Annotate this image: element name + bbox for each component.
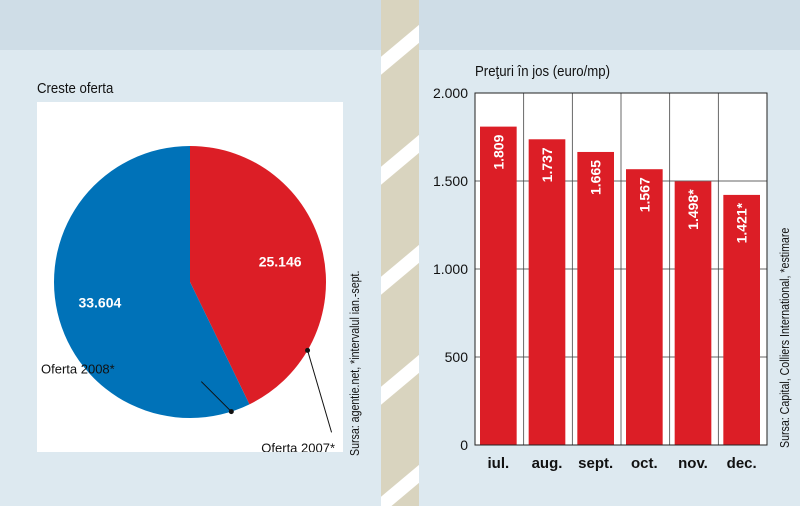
x-tick-label-aug: aug. (532, 455, 563, 472)
bar-value-label-iul: 1.809 (490, 134, 506, 169)
pie-source-note: Sursa: agentie.net, *intervalul ian.-sep… (348, 270, 362, 456)
pie-chart-title: Creste oferta (37, 80, 114, 97)
pie-leader-line-1 (307, 350, 333, 433)
bar-value-label-sept: 1.665 (588, 160, 604, 195)
x-tick-label-iul: iul. (487, 455, 509, 472)
pie-slice-name-2: Oferta 2008* (41, 362, 115, 377)
bar-nov (674, 181, 712, 445)
bar-source-note: Sursa: Capital, Colliers International, … (778, 227, 792, 448)
y-tick-label-1500: 1.500 (433, 173, 468, 189)
y-tick-label-500: 500 (445, 349, 469, 365)
pie-chart: 25.146 Oferta 2007* 33.604 Oferta 2008* (37, 102, 343, 452)
bar-chart-title: Preţuri în jos (euro/mp) (475, 63, 610, 80)
y-tick-label-2000: 2.000 (433, 85, 468, 101)
plot-frame (474, 92, 768, 446)
pie-value-label-2: 33.604 (78, 295, 121, 311)
bar-dec (723, 194, 760, 445)
x-tick-label-dec: dec. (727, 455, 757, 472)
x-tick-label-sept: sept. (578, 455, 613, 472)
pie-slice-2 (54, 146, 250, 418)
y-tick-label-1000: 1.000 (433, 261, 468, 277)
bar-aug (528, 139, 566, 445)
pie-leader-line-2 (200, 381, 232, 412)
bar-value-label-dec: 1.421* (734, 202, 750, 243)
x-tick-label-nov: nov. (678, 455, 708, 472)
pie-value-label-1: 25.146 (259, 253, 302, 269)
bar-oct (626, 169, 663, 445)
bar-chart: 0 500 1.000 1.500 2.000 1.809 iul. 1.737 aug. 1.6… (433, 85, 768, 472)
bar-value-label-nov: 1.498* (685, 189, 701, 230)
panel-divider (381, 0, 419, 506)
pie-slice-name-1: Oferta 2007* (261, 440, 335, 452)
bar-value-label-oct: 1.567 (636, 177, 652, 212)
y-tick-label-0: 0 (460, 437, 468, 453)
pie-leader-dot-1 (305, 347, 311, 353)
bar-sept (577, 151, 614, 445)
x-tick-label-oct: oct. (631, 455, 658, 472)
pie-slice-1 (190, 146, 326, 405)
bar-iul (480, 126, 517, 445)
bar-value-label-aug: 1.737 (539, 147, 555, 182)
